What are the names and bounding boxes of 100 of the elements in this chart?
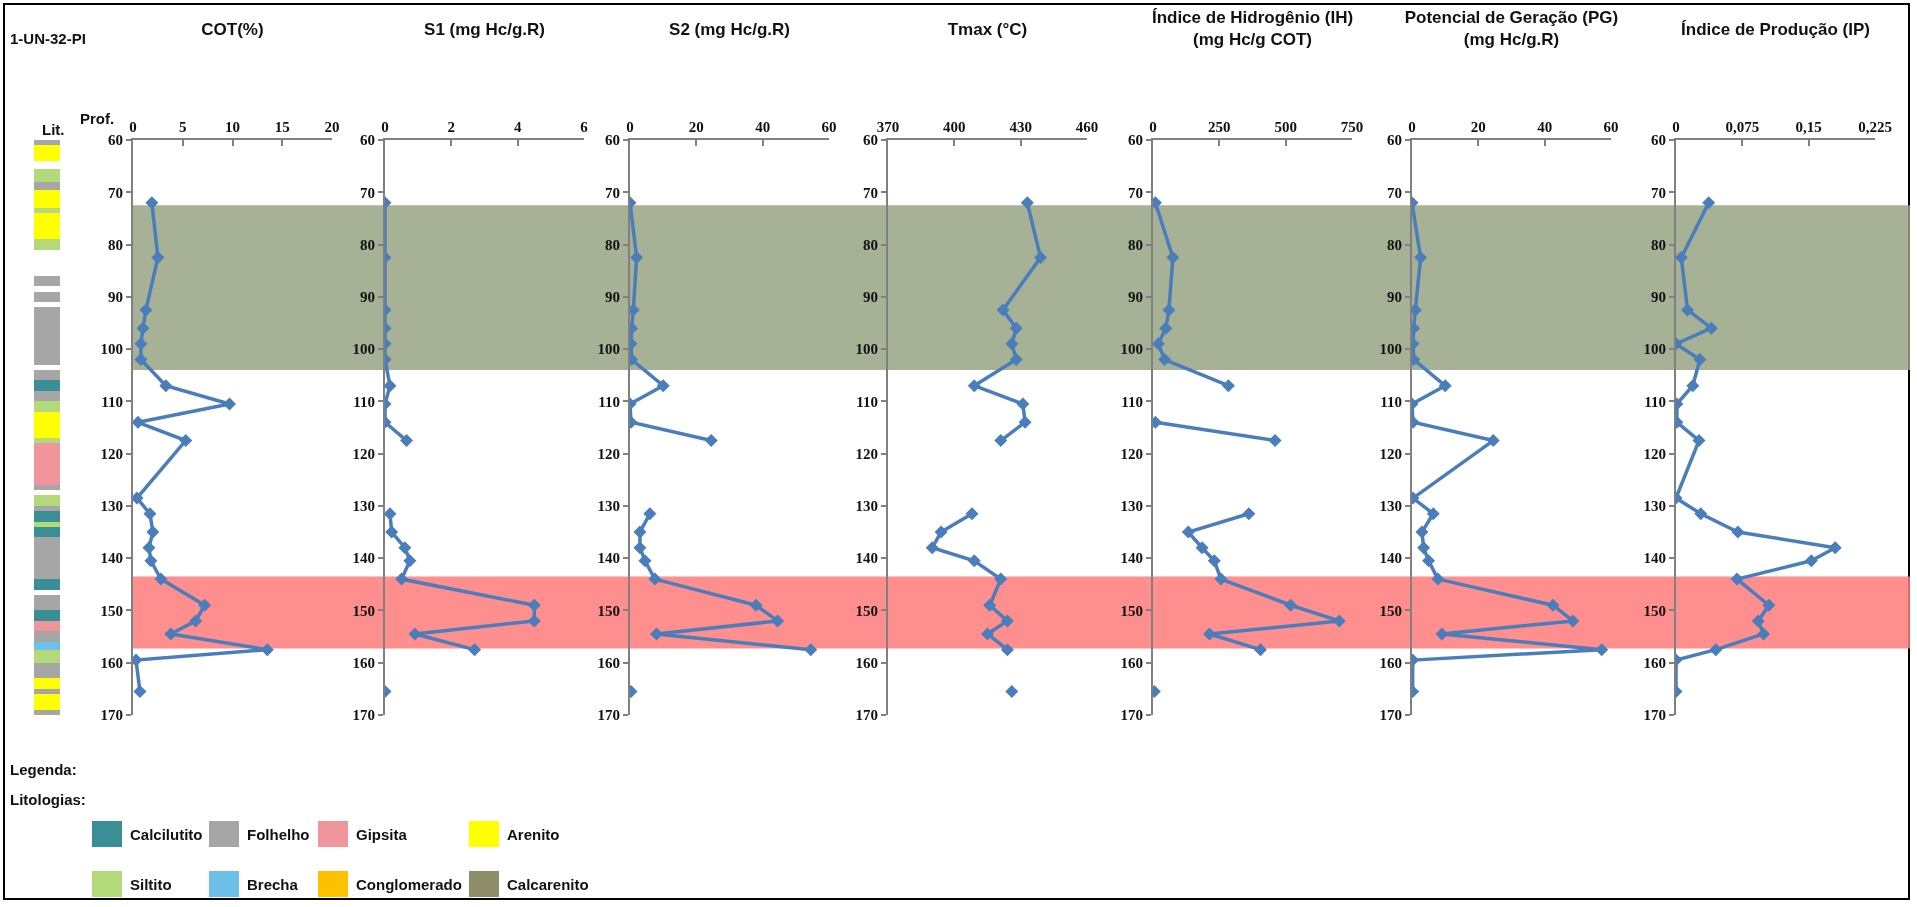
y-tick-label: 110 <box>1121 393 1143 410</box>
y-tick-label: 150 <box>1379 602 1402 619</box>
y-tick-label: 110 <box>353 393 375 410</box>
y-tick-label: 110 <box>101 393 123 410</box>
y-tick-label: 170 <box>1643 707 1666 724</box>
y-tick-label: 110 <box>598 393 620 410</box>
x-tick-label: 6 <box>580 119 589 135</box>
y-tick-label: 130 <box>1379 498 1402 515</box>
x-tick-label: 20 <box>324 119 340 135</box>
text: Legenda: <box>10 761 77 778</box>
y-tick-label: 150 <box>855 602 878 619</box>
x-tick-label: 500 <box>1274 119 1297 135</box>
y-tick-label: 100 <box>352 341 375 358</box>
y-tick-label: 150 <box>100 602 123 619</box>
text: Lit. <box>42 121 65 138</box>
y-tick-label: 100 <box>1643 341 1666 358</box>
chart-title: COT(%) <box>201 20 264 40</box>
y-tick-label: 140 <box>1643 550 1666 567</box>
y-tick-label: 140 <box>1379 550 1402 567</box>
x-tick-label: 0 <box>129 119 137 135</box>
y-tick-label: 110 <box>1644 393 1666 410</box>
y-tick-label: 170 <box>597 707 620 724</box>
y-tick-label: 60 <box>1651 132 1666 149</box>
x-tick-label: 20 <box>1470 119 1486 135</box>
y-tick-label: 70 <box>863 184 878 201</box>
x-tick-label: 40 <box>1537 119 1553 135</box>
y-tick-label: 140 <box>1120 550 1143 567</box>
y-tick-label: 100 <box>855 341 878 358</box>
y-tick-label: 140 <box>352 550 375 567</box>
y-tick-label: 60 <box>108 132 123 149</box>
y-tick-label: 80 <box>1387 236 1402 253</box>
y-tick-label: 120 <box>1643 445 1666 462</box>
y-tick-label: 80 <box>605 236 620 253</box>
x-tick-label: 60 <box>821 119 837 135</box>
y-tick-label: 80 <box>108 236 123 253</box>
y-tick-label: 80 <box>1651 236 1666 253</box>
x-tick-label: 2 <box>447 119 456 135</box>
y-tick-label: 160 <box>1379 654 1402 671</box>
y-tick-label: 130 <box>1643 498 1666 515</box>
y-tick-label: 140 <box>855 550 878 567</box>
x-tick-label: 0 <box>1149 119 1157 135</box>
y-tick-label: 140 <box>597 550 620 567</box>
y-tick-label: 100 <box>100 341 123 358</box>
legend-label: Calcilutito <box>130 826 203 843</box>
legend-label: Conglomerado <box>356 876 462 893</box>
y-tick-label: 130 <box>597 498 620 515</box>
chart-title: S1 (mg Hc/g.R) <box>424 20 545 40</box>
y-tick-label: 120 <box>1120 445 1143 462</box>
y-tick-label: 150 <box>1643 602 1666 619</box>
y-tick-label: 130 <box>855 498 878 515</box>
x-tick-label: 0 <box>381 119 389 135</box>
chart-title: Tmax (°C) <box>947 20 1028 40</box>
legend-label: Brecha <box>247 876 298 893</box>
y-tick-label: 160 <box>1120 654 1143 671</box>
y-tick-label: 60 <box>1128 132 1143 149</box>
x-tick-label: 0,225 <box>1858 119 1892 135</box>
y-tick-label: 110 <box>856 393 878 410</box>
y-tick-label: 70 <box>108 184 123 201</box>
y-tick-label: 150 <box>597 602 620 619</box>
y-tick-label: 160 <box>1643 654 1666 671</box>
y-tick-label: 70 <box>1128 184 1143 201</box>
y-axis-title: Prof. <box>80 110 115 127</box>
y-tick-label: 140 <box>100 550 123 567</box>
y-tick-label: 90 <box>1651 289 1666 306</box>
y-tick-label: 120 <box>855 445 878 462</box>
y-tick-label: 130 <box>1120 498 1143 515</box>
x-tick-label: 460 <box>1075 119 1099 135</box>
y-tick-label: 60 <box>605 132 620 149</box>
y-tick-label: 120 <box>597 445 620 462</box>
y-tick-label: 130 <box>352 498 375 515</box>
y-tick-label: 130 <box>100 498 123 515</box>
y-tick-label: 170 <box>1379 707 1402 724</box>
x-tick-label: 5 <box>179 119 187 135</box>
y-tick-label: 80 <box>1128 236 1143 253</box>
y-tick-label: 90 <box>108 289 123 306</box>
y-tick-label: 90 <box>1387 289 1402 306</box>
x-tick-label: 370 <box>876 119 900 135</box>
y-tick-label: 70 <box>1651 184 1666 201</box>
y-tick-label: 160 <box>597 654 620 671</box>
y-tick-label: 100 <box>597 341 620 358</box>
text: 1-UN-32-PI <box>10 30 86 47</box>
y-tick-label: 150 <box>1120 602 1143 619</box>
y-tick-label: 120 <box>100 445 123 462</box>
x-tick-label: 20 <box>688 119 704 135</box>
x-tick-label: 60 <box>1603 119 1619 135</box>
y-tick-label: 100 <box>1379 341 1402 358</box>
y-tick-label: 160 <box>855 654 878 671</box>
y-tick-label: 60 <box>1387 132 1402 149</box>
y-tick-label: 80 <box>360 236 375 253</box>
y-tick-label: 90 <box>605 289 620 306</box>
y-tick-label: 170 <box>100 707 123 724</box>
chart-title: S2 (mg Hc/g.R) <box>669 20 790 40</box>
y-tick-label: 120 <box>352 445 375 462</box>
x-tick-label: 250 <box>1208 119 1231 135</box>
text: Litologias: <box>10 791 86 808</box>
y-tick-label: 170 <box>855 707 878 724</box>
chart-title: Índice de Produção (IP) <box>1681 20 1870 40</box>
y-tick-label: 170 <box>1120 707 1143 724</box>
y-tick-label: 170 <box>352 707 375 724</box>
y-tick-label: 110 <box>1380 393 1402 410</box>
